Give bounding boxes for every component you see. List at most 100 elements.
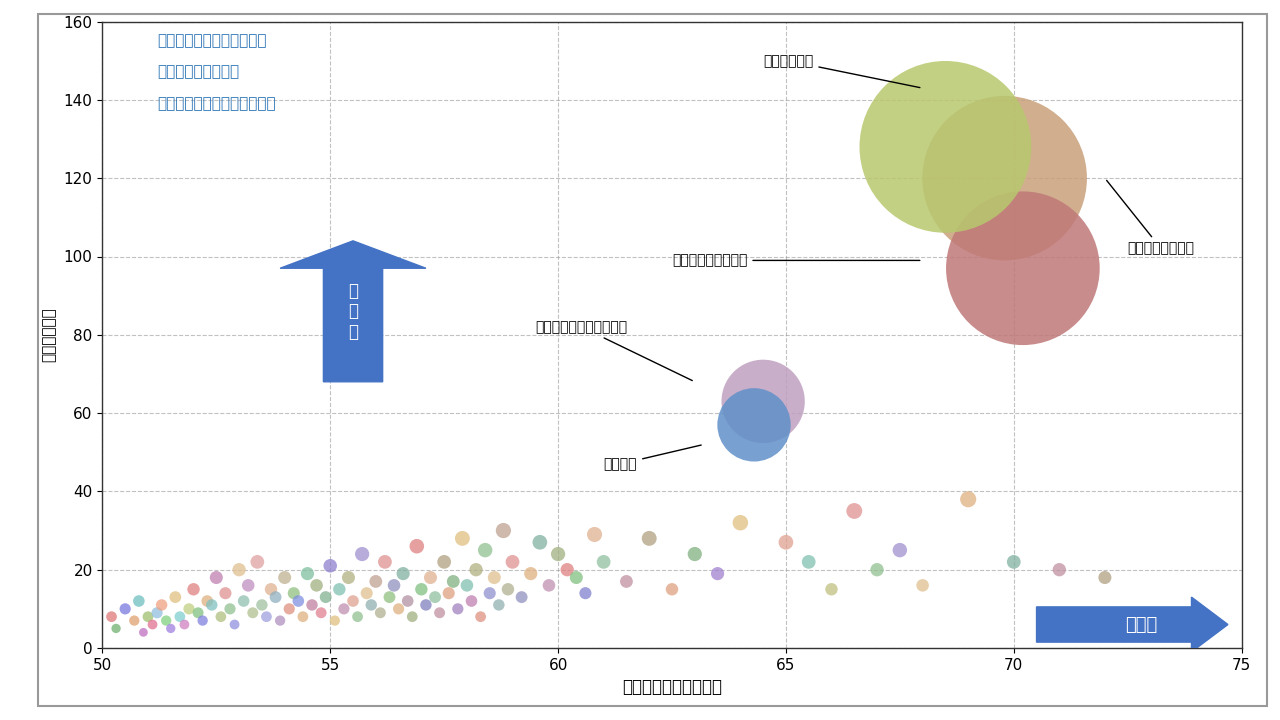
- Point: [142, 618, 163, 630]
- Point: [252, 599, 273, 611]
- Point: [197, 595, 218, 607]
- Point: [425, 591, 445, 603]
- Point: [639, 533, 659, 544]
- Point: [502, 556, 522, 567]
- Point: [512, 591, 532, 603]
- Point: [270, 615, 291, 626]
- Point: [128, 595, 148, 607]
- Point: [753, 395, 773, 407]
- Point: [685, 549, 705, 560]
- Point: [279, 603, 300, 615]
- Point: [957, 493, 978, 505]
- Point: [662, 583, 682, 595]
- Point: [151, 599, 172, 611]
- Point: [201, 599, 221, 611]
- Point: [338, 572, 358, 583]
- Point: [1050, 564, 1070, 575]
- Point: [106, 623, 127, 634]
- Point: [584, 528, 604, 540]
- Point: [434, 556, 454, 567]
- Text: 東京工業大学: 東京工業大学: [763, 54, 920, 88]
- Point: [776, 536, 796, 548]
- Point: [730, 517, 750, 528]
- Point: [229, 564, 250, 575]
- Point: [361, 599, 381, 611]
- Text: 個別力: 個別力: [1125, 616, 1157, 634]
- Point: [448, 603, 468, 615]
- Point: [466, 564, 486, 575]
- FancyArrow shape: [1037, 597, 1228, 652]
- Point: [439, 588, 460, 599]
- Point: [616, 576, 636, 588]
- Point: [265, 591, 285, 603]
- Point: [115, 603, 136, 615]
- Point: [498, 583, 518, 595]
- Point: [375, 556, 396, 567]
- Point: [530, 536, 550, 548]
- Text: 横軸：パテントスコア最高値: 横軸：パテントスコア最高値: [157, 96, 275, 111]
- Y-axis label: 権利者スコア: 権利者スコア: [42, 307, 56, 362]
- Point: [274, 572, 294, 583]
- Point: [356, 588, 376, 599]
- Point: [343, 595, 364, 607]
- Point: [325, 615, 346, 626]
- Point: [247, 556, 268, 567]
- FancyArrow shape: [280, 240, 426, 382]
- Point: [844, 505, 864, 517]
- Point: [215, 588, 236, 599]
- Point: [995, 173, 1015, 184]
- Point: [744, 419, 764, 431]
- Text: ＪＦＥエンジニアリング: ＪＦＥエンジニアリング: [535, 320, 692, 381]
- Point: [370, 607, 390, 618]
- Point: [124, 615, 145, 626]
- Point: [138, 611, 159, 622]
- Point: [575, 588, 595, 599]
- Point: [170, 611, 191, 622]
- Point: [352, 549, 372, 560]
- Point: [206, 572, 227, 583]
- Point: [261, 583, 282, 595]
- Point: [188, 607, 209, 618]
- Point: [407, 541, 428, 552]
- Point: [470, 611, 490, 622]
- Point: [890, 544, 910, 556]
- Point: [366, 576, 387, 588]
- Point: [156, 615, 177, 626]
- Point: [393, 568, 413, 580]
- Point: [475, 544, 495, 556]
- Point: [302, 599, 323, 611]
- Point: [708, 568, 728, 580]
- Point: [334, 603, 355, 615]
- Point: [489, 599, 509, 611]
- Point: [557, 564, 577, 575]
- Point: [443, 576, 463, 588]
- Point: [101, 611, 122, 622]
- Point: [256, 611, 276, 622]
- Point: [1094, 572, 1115, 583]
- Point: [284, 588, 305, 599]
- Text: 総
合
力: 総 合 力: [348, 282, 358, 341]
- Point: [388, 603, 408, 615]
- Point: [183, 583, 204, 595]
- Point: [347, 611, 367, 622]
- Point: [452, 533, 472, 544]
- Point: [133, 626, 154, 638]
- Text: 縦軸：権利者スコア: 縦軸：権利者スコア: [157, 64, 239, 79]
- Point: [233, 595, 253, 607]
- Point: [238, 580, 259, 591]
- Point: [548, 549, 568, 560]
- Point: [457, 580, 477, 591]
- Point: [311, 607, 332, 618]
- Point: [242, 607, 262, 618]
- Point: [799, 556, 819, 567]
- Point: [493, 525, 513, 536]
- Point: [594, 556, 614, 567]
- Point: [420, 572, 440, 583]
- Point: [913, 580, 933, 591]
- Text: 秋鹿研一: 秋鹿研一: [604, 445, 701, 471]
- Text: 産業技術総合研究所: 産業技術総合研究所: [672, 253, 920, 267]
- Point: [165, 591, 186, 603]
- Point: [398, 595, 419, 607]
- Point: [320, 560, 340, 572]
- Point: [220, 603, 241, 615]
